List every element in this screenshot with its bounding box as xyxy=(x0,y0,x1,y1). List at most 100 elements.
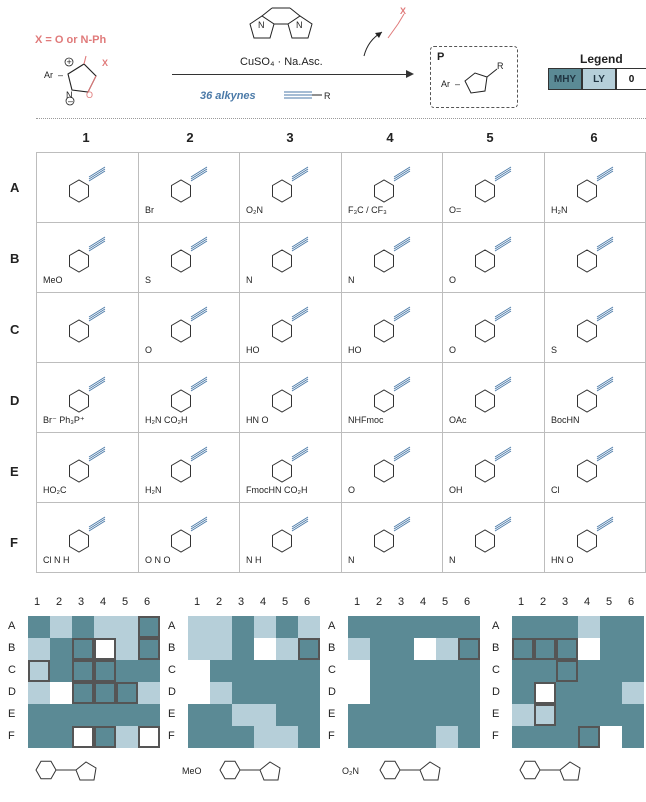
svg-text:N: N xyxy=(258,20,265,30)
heatmap-cell-F3 xyxy=(392,726,414,748)
heatmap-highlight xyxy=(578,726,600,748)
heatmap-row-label: F xyxy=(328,730,335,742)
heatmap-highlight xyxy=(298,638,320,660)
heatmap-cell-D2 xyxy=(210,682,232,704)
grid-row: MeO S N N O xyxy=(36,222,646,293)
heatmap-highlight xyxy=(116,682,138,704)
heatmap-cell-C4 xyxy=(578,660,600,682)
alkyne-cell-B4: N xyxy=(340,222,443,293)
heatmap-cell-A4 xyxy=(94,616,116,638)
heatmap-cell-A4 xyxy=(254,616,276,638)
heatmap-row-label: B xyxy=(328,642,336,654)
heatmap-highlight xyxy=(28,660,50,682)
heatmap-cell-A2 xyxy=(370,616,392,638)
heatmap-row-label: F xyxy=(8,730,15,742)
heatmap-cell-E2 xyxy=(370,704,392,726)
alkyne-substituent-label: FmocHN CO₂H xyxy=(246,485,308,495)
heatmap-cell-F1 xyxy=(28,726,50,748)
grid-row: Br⁻ Ph₃P⁺ H₂N CO₂H HN O NHFmoc OAc BocHN xyxy=(36,362,646,433)
grid-col-header-6: 6 xyxy=(590,130,598,145)
grid-row: O HO HO O S xyxy=(36,292,646,363)
x-definition: X = O or N-Ph xyxy=(35,34,107,46)
alkyne-cell-E1: HO₂C xyxy=(36,432,139,503)
sydnone-structure xyxy=(519,760,581,781)
heatmap-cell-A5 xyxy=(600,616,622,638)
heatmap-row-label: D xyxy=(168,686,176,698)
heatmap-cell-D1 xyxy=(28,682,50,704)
heatmap-row-label: D xyxy=(492,686,500,698)
heatmap-cell-D2 xyxy=(50,682,72,704)
svg-text:R: R xyxy=(324,91,331,101)
heatmap-cell-E4 xyxy=(254,704,276,726)
heatmap-highlight xyxy=(94,638,116,660)
alkyne-cell-E3: FmocHN CO₂H xyxy=(239,432,342,503)
heatmap-cell-B1 xyxy=(512,638,534,660)
heatmap-cell-D4 xyxy=(254,682,276,704)
alkyne-substituent-label: Cl xyxy=(551,485,560,495)
heatmap-cell-B2 xyxy=(534,638,556,660)
alkyne-substituent-label: OAc xyxy=(449,415,467,425)
heatmap-cell-C3 xyxy=(556,660,578,682)
reaction-scheme: X = O or N-Ph Ar – + – X N O N N CuSO₄ ·… xyxy=(0,0,646,112)
heatmap-highlight xyxy=(534,704,556,726)
heatmap-col-label: 4 xyxy=(420,596,427,608)
heatmap-highlight xyxy=(138,638,160,660)
heatmap-cell-C6 xyxy=(622,660,644,682)
alkyne-structure: O xyxy=(348,446,410,495)
heatmap-cell-C1 xyxy=(28,660,50,682)
heatmap-cell-E3 xyxy=(232,704,254,726)
grid-row: Br O₂N F₃C / CF₃ O= H₂N xyxy=(36,152,646,223)
heatmap-cell-A2 xyxy=(50,616,72,638)
grid-col-header-3: 3 xyxy=(286,130,294,145)
alkyne-structure: S xyxy=(551,306,613,355)
heatmap-cell-B6 xyxy=(138,638,160,660)
heatmap-cell-D3 xyxy=(392,682,414,704)
alkyne-cell-B6 xyxy=(543,222,646,293)
grid-row: Cl N H O N O N H N N HN O xyxy=(36,502,646,573)
heatmap-cell-B4 xyxy=(578,638,600,660)
heatmap-col-label: 3 xyxy=(238,596,245,608)
alkyne-substituent-label: BocHN xyxy=(551,415,580,425)
heatmap-row-label: B xyxy=(168,642,176,654)
heatmap-col-label: 6 xyxy=(144,596,151,608)
svg-text:+: + xyxy=(67,57,72,67)
heatmap-cell-A5 xyxy=(116,616,138,638)
heatmap-col-label: 4 xyxy=(260,596,267,608)
alkyne-substituent-label: N H xyxy=(246,555,262,565)
heatmap-cell-E6 xyxy=(298,704,320,726)
heatmap-cell-B3 xyxy=(72,638,94,660)
heatmap-highlight xyxy=(138,726,160,748)
heatmap-row-label: A xyxy=(328,620,336,632)
heatmap-cell-F2 xyxy=(210,726,232,748)
heatmap-cell-B2 xyxy=(50,638,72,660)
heatmap-cell-C5 xyxy=(436,660,458,682)
heatmap-cell-F5 xyxy=(600,726,622,748)
alkyne-cell-D4: NHFmoc xyxy=(340,362,443,433)
alkyne-substituent-label: H₂N xyxy=(551,205,568,215)
heatmap-cell-C5 xyxy=(116,660,138,682)
heatmap-cell-A2 xyxy=(534,616,556,638)
alkyne-substituent-label: MeO xyxy=(43,275,63,285)
heatmap-cell-F1 xyxy=(188,726,210,748)
alkyne-cell-D5: OAc xyxy=(442,362,545,433)
alkyne-substituent-label: S xyxy=(145,275,151,285)
heatmap-cell-C1 xyxy=(188,660,210,682)
alkyne-cell-B3: N xyxy=(239,222,342,293)
alkyne-cell-D6: BocHN xyxy=(543,362,646,433)
alkyne-cell-F2: O N O xyxy=(137,502,240,573)
section-divider xyxy=(36,118,646,119)
heatmap-cell-D3 xyxy=(72,682,94,704)
heatmap-cell-C2 xyxy=(370,660,392,682)
alkyne-structure: BocHN xyxy=(551,376,613,425)
alkyne-structure: Br⁻ Ph₃P⁺ xyxy=(43,376,106,425)
heatmap-cell-D5 xyxy=(116,682,138,704)
heatmap-cell-A4 xyxy=(578,616,600,638)
heatmap-cell-E2 xyxy=(50,704,72,726)
heatmap-cell-B4 xyxy=(414,638,436,660)
heatmap-cell-D6 xyxy=(458,682,480,704)
heatmap-cell-F3 xyxy=(72,726,94,748)
heatmap-cell-E3 xyxy=(556,704,578,726)
grid-col-header-5: 5 xyxy=(486,130,494,145)
heatmap-highlight xyxy=(94,682,116,704)
